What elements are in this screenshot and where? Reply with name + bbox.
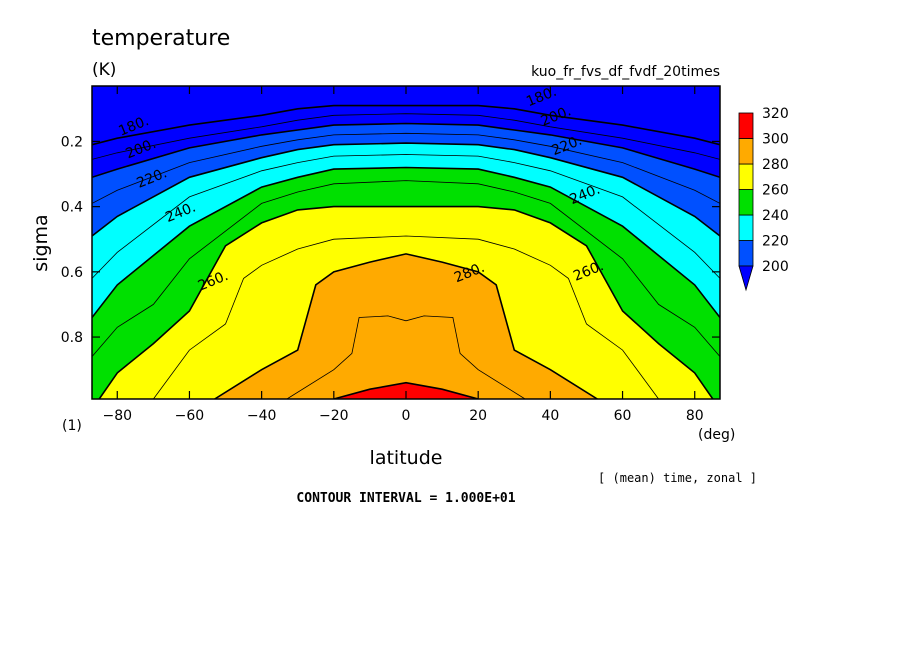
colorbar-segment (738, 163, 754, 190)
contour-220 (92, 142, 720, 237)
x-tick-label: 60 (614, 408, 632, 424)
contour-lines (92, 104, 720, 399)
x-tick-label: 40 (541, 408, 559, 424)
x-units-label: (deg) (698, 427, 735, 443)
contour-300 (333, 381, 479, 399)
colorbar-label: 320 (762, 106, 789, 122)
contour-210 (92, 132, 720, 204)
colorbar-label: 220 (762, 234, 789, 250)
colorbar-label: 200 (762, 259, 789, 275)
x-tick-label: −40 (247, 408, 277, 424)
colorbar-label: 280 (762, 157, 789, 173)
colorbar-label: 240 (762, 208, 789, 224)
contour-180 (92, 104, 720, 146)
chart-units: (K) (92, 60, 116, 80)
colorbar-segment (738, 240, 754, 267)
contour-interval-note: CONTOUR INTERVAL = 1.000E+01 (296, 491, 515, 506)
contour-190 (92, 113, 720, 160)
y-tick-label: 0.2 (61, 134, 83, 150)
contour-280 (214, 253, 598, 399)
y-axis-label: sigma (30, 214, 52, 271)
contour-200 (92, 122, 720, 179)
colorbar-segment (738, 189, 754, 216)
x-axis-label: latitude (370, 447, 443, 469)
x-tick-label: −20 (319, 408, 349, 424)
colorbar: 200 220 240 260 280 300 320 (738, 106, 789, 292)
x-tick-label: 20 (469, 408, 487, 424)
x-axis: −80 −60 −40 −20 0 20 40 60 80 (102, 86, 704, 424)
run-name: kuo_fr_fvs_df_fvdf_20times (531, 64, 720, 80)
contour-250 (92, 180, 720, 357)
averaging-note: [ (mean) time, zonal ] (598, 471, 757, 485)
y-axis: 0.2 0.4 0.6 0.8 (61, 134, 720, 346)
colorbar-segment (738, 138, 754, 165)
band-300-320 (92, 382, 720, 399)
contour-240 (92, 166, 720, 318)
colorbar-segment (738, 214, 754, 241)
colorbar-segment (738, 112, 754, 139)
band-280-300 (92, 253, 720, 399)
y-tick-label: 0.6 (61, 265, 83, 281)
plot-area: 180.180.200.200.220.220.240.240.260. 260.… (92, 86, 720, 399)
x-tick-label: −60 (175, 408, 205, 424)
y-tick-label: 0.8 (61, 330, 83, 346)
x-tick-label: 0 (402, 408, 411, 424)
contour-230 (92, 154, 720, 279)
contour-270 (153, 235, 659, 399)
colorbar-label: 300 (762, 132, 789, 148)
contour-260 (98, 205, 714, 399)
y-tick-label: 0.4 (61, 200, 83, 216)
chart-title: temperature (92, 26, 230, 51)
x-tick-label: −80 (102, 408, 132, 424)
colorbar-extend-arrow (738, 265, 754, 292)
colorbar-label: 260 (762, 183, 789, 199)
contour-290 (286, 315, 526, 399)
y-units-label: (1) (62, 418, 82, 434)
contour-fills (92, 123, 720, 399)
x-tick-label: 80 (686, 408, 704, 424)
